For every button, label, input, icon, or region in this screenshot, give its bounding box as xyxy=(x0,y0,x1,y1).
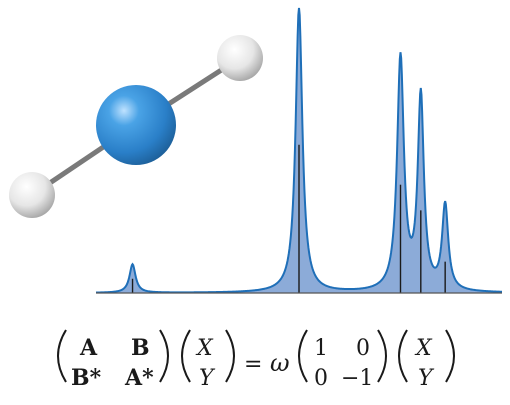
matrix-ab-left-paren xyxy=(57,329,67,383)
matrix-metric-entry-12: 0 xyxy=(356,336,370,361)
vector-xy-left-right-paren xyxy=(225,329,235,383)
matrix-metric: 1 0 0 −1 xyxy=(298,329,387,391)
terminal-atom-upper xyxy=(217,35,263,81)
matrix-ab-entry-11: A xyxy=(79,335,98,361)
central-atom xyxy=(96,85,176,165)
matrix-ab-right-paren xyxy=(159,329,169,383)
omega-symbol: ω xyxy=(270,349,290,377)
matrix-metric-left-paren xyxy=(298,329,308,383)
vector-xy-right: X Y xyxy=(398,329,455,391)
terminal-atom-lower xyxy=(9,172,55,218)
matrix-ab-entry-22: A* xyxy=(124,365,154,391)
matrix-ab-entry-21: B* xyxy=(71,365,102,391)
vector-xy-left-entry-1: X xyxy=(195,336,214,361)
matrix-metric-right-paren xyxy=(377,329,387,383)
vector-xy-right-entry-1: X xyxy=(414,336,433,361)
equals-sign: = xyxy=(244,352,262,377)
vector-xy-right-left-paren xyxy=(398,329,408,383)
spectrum-envelope-line xyxy=(95,7,503,294)
equation: A B B* A* X Y = ω 1 0 0 −1 X Y xyxy=(57,329,455,391)
stick-lines xyxy=(131,144,446,293)
spectrum-plot xyxy=(95,7,503,294)
vector-xy-left-entry-2: Y xyxy=(199,366,216,391)
vector-xy-right-entry-2: Y xyxy=(418,366,435,391)
matrix-ab-entry-12: B xyxy=(131,335,150,361)
vector-xy-left-left-paren xyxy=(181,329,191,383)
vector-xy-right-right-paren xyxy=(445,329,455,383)
matrix-metric-entry-11: 1 xyxy=(314,336,328,361)
vector-xy-left: X Y xyxy=(181,329,235,391)
matrix-metric-entry-21: 0 xyxy=(314,366,328,391)
matrix-ab: A B B* A* xyxy=(57,329,169,391)
molecule-model xyxy=(9,35,263,218)
matrix-metric-entry-22: −1 xyxy=(341,366,373,391)
